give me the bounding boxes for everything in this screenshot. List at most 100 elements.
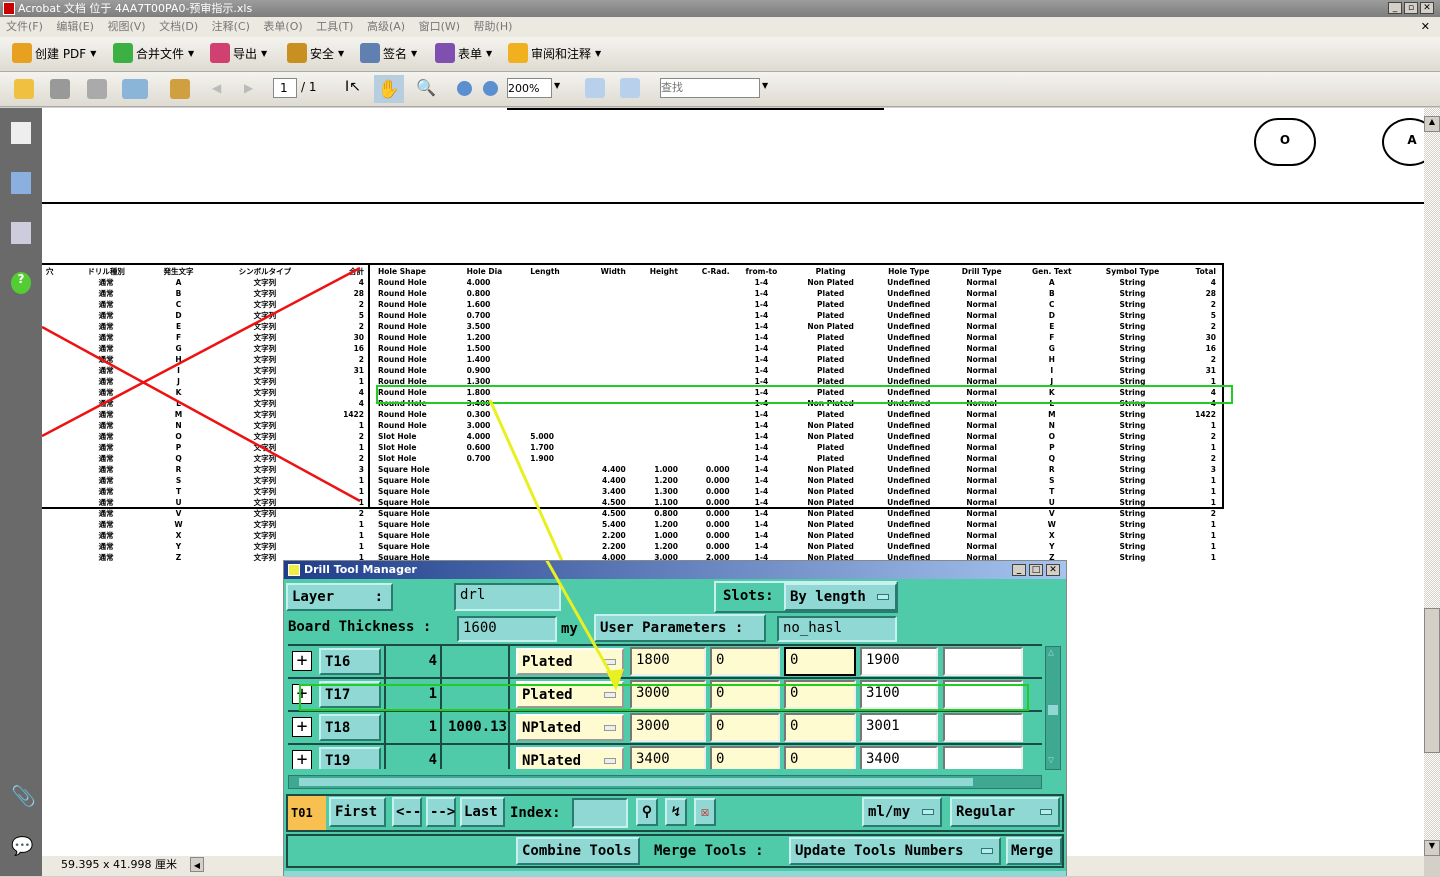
menu-forms[interactable]: 表单(O) bbox=[263, 20, 303, 33]
user-parameters-input[interactable]: no_hasl bbox=[777, 616, 897, 642]
menu-tools[interactable]: 工具(T) bbox=[316, 20, 354, 33]
menu-comments[interactable]: 注释(C) bbox=[211, 20, 250, 33]
restore-button[interactable]: ▫ bbox=[1404, 2, 1418, 14]
menu-window[interactable]: 窗口(W) bbox=[418, 20, 461, 33]
properties-icon[interactable] bbox=[170, 79, 190, 99]
zoom-tool-icon[interactable]: 🔍 bbox=[416, 78, 436, 97]
task-button[interactable]: 创建 PDF ▼ bbox=[12, 43, 96, 63]
scroll-down-icon[interactable]: ▽ bbox=[1048, 755, 1055, 766]
hand-tool-icon[interactable]: ✋ bbox=[374, 75, 404, 103]
dialog-maximize-button[interactable]: □ bbox=[1029, 564, 1043, 576]
tool-value-4[interactable]: 3400 bbox=[860, 746, 938, 769]
plating-dropdown[interactable]: NPlated bbox=[516, 747, 624, 769]
tool-value-1[interactable]: 3000 bbox=[630, 713, 706, 742]
layer-button[interactable]: Layer: bbox=[286, 583, 393, 611]
tool-name-button[interactable]: T19 bbox=[319, 747, 381, 769]
combine-tools-button[interactable]: Combine Tools bbox=[516, 837, 640, 865]
layer-input[interactable]: drl bbox=[454, 583, 561, 611]
signatures-icon[interactable] bbox=[11, 222, 31, 244]
scroll-thumb[interactable] bbox=[1424, 608, 1440, 753]
help-icon[interactable]: ? bbox=[11, 272, 31, 294]
scroll-thumb[interactable] bbox=[1048, 705, 1058, 715]
task-button[interactable]: 合并文件 ▼ bbox=[113, 43, 194, 63]
tool-value-3[interactable]: 0 bbox=[784, 746, 856, 769]
pages-icon[interactable] bbox=[11, 122, 31, 144]
prev-page-icon[interactable]: ◀ bbox=[212, 81, 222, 95]
close-button[interactable]: ✕ bbox=[1420, 2, 1434, 14]
tool-value-4[interactable]: 1900 bbox=[860, 647, 938, 676]
task-button[interactable]: 表单 ▼ bbox=[435, 43, 492, 63]
index-input[interactable] bbox=[572, 798, 628, 828]
menu-document[interactable]: 文档(D) bbox=[159, 20, 199, 33]
zoom-level-input[interactable]: 200% bbox=[507, 78, 552, 98]
doc-close-icon[interactable]: ✕ bbox=[1420, 20, 1430, 33]
next-page-icon[interactable]: ▶ bbox=[244, 81, 254, 95]
tools-vscroll[interactable]: △ ▽ bbox=[1045, 646, 1061, 770]
task-button[interactable]: 导出 ▼ bbox=[210, 43, 267, 63]
board-thickness-input[interactable]: 1600 bbox=[457, 616, 557, 642]
tool-name-button[interactable]: T16 bbox=[319, 648, 381, 675]
scroll-up-icon[interactable]: △ bbox=[1048, 647, 1055, 658]
vertical-scrollbar[interactable]: ▲ ▼ bbox=[1424, 108, 1440, 856]
scroll-down-icon[interactable]: ▼ bbox=[1424, 840, 1440, 856]
units-dropdown[interactable]: ml/my bbox=[862, 797, 942, 827]
scroll-up-icon[interactable]: ▲ bbox=[1424, 116, 1440, 132]
tool-value-3[interactable]: 0 bbox=[784, 647, 856, 676]
plating-dropdown[interactable]: Plated bbox=[516, 648, 624, 675]
merge-button[interactable]: Merge bbox=[1006, 837, 1062, 865]
delete-button[interactable]: ☒ bbox=[694, 798, 716, 826]
merge-option-dropdown[interactable]: Update Tools Numbers bbox=[789, 837, 1001, 865]
comments-icon[interactable]: 💬 bbox=[11, 836, 34, 857]
tool-value-4[interactable]: 3001 bbox=[860, 713, 938, 742]
save-icon[interactable] bbox=[87, 79, 107, 99]
mode-dropdown[interactable]: Regular bbox=[950, 797, 1060, 827]
zoom-dropdown-icon[interactable]: ▼ bbox=[554, 81, 561, 90]
expand-icon[interactable]: + bbox=[292, 750, 312, 769]
tools-hscroll[interactable] bbox=[288, 775, 1042, 789]
prev-button[interactable]: <-- bbox=[392, 797, 422, 827]
email-icon[interactable] bbox=[122, 79, 148, 99]
slots-dropdown[interactable]: By length bbox=[784, 583, 897, 611]
menu-help[interactable]: 帮助(H) bbox=[473, 20, 513, 33]
first-button[interactable]: First bbox=[329, 797, 386, 827]
task-button[interactable]: 签名 ▼ bbox=[360, 43, 417, 63]
zoom-in-icon[interactable] bbox=[483, 81, 498, 96]
minimize-button[interactable]: _ bbox=[1388, 2, 1402, 14]
menu-advanced[interactable]: 高级(A) bbox=[366, 20, 406, 33]
menu-edit[interactable]: 编辑(E) bbox=[56, 20, 94, 33]
open-icon[interactable] bbox=[14, 79, 34, 99]
tool-value-5[interactable] bbox=[943, 746, 1023, 769]
expand-icon[interactable]: + bbox=[292, 717, 312, 737]
refresh-button[interactable]: ↯ bbox=[665, 798, 687, 826]
plating-dropdown[interactable]: NPlated bbox=[516, 714, 624, 741]
tool-value-1[interactable]: 3400 bbox=[630, 746, 706, 769]
task-button[interactable]: 安全 ▼ bbox=[287, 43, 344, 63]
dialog-minimize-button[interactable]: _ bbox=[1012, 564, 1026, 576]
select-tool-icon[interactable]: I↖ bbox=[345, 79, 361, 95]
menu-file[interactable]: 文件(F) bbox=[6, 20, 43, 33]
next-button[interactable]: --> bbox=[426, 797, 456, 827]
search-tool-button[interactable]: ⚲ bbox=[636, 798, 658, 826]
print-icon[interactable] bbox=[50, 79, 70, 99]
user-parameters-button[interactable]: User Parameters : bbox=[594, 614, 766, 642]
expand-icon[interactable]: + bbox=[292, 651, 312, 671]
tool-value-5[interactable] bbox=[943, 647, 1023, 676]
page-number-input[interactable]: 1 bbox=[273, 78, 297, 98]
hscroll-left-icon[interactable]: ◀ bbox=[190, 857, 204, 872]
tool-name-button[interactable]: T18 bbox=[319, 714, 381, 741]
scroll-thumb[interactable] bbox=[299, 778, 973, 786]
dialog-close-button[interactable]: ✕ bbox=[1046, 564, 1060, 576]
task-button[interactable]: 审阅和注释 ▼ bbox=[508, 43, 601, 63]
search-input[interactable] bbox=[660, 78, 760, 98]
tool-value-3[interactable]: 0 bbox=[784, 713, 856, 742]
bookmarks-icon[interactable] bbox=[11, 172, 31, 194]
zoom-out-icon[interactable] bbox=[457, 81, 472, 96]
tool-value-2[interactable]: 0 bbox=[710, 713, 780, 742]
tool-value-5[interactable] bbox=[943, 713, 1023, 742]
fit-width-icon[interactable] bbox=[585, 78, 605, 98]
tool-value-2[interactable]: 0 bbox=[710, 746, 780, 769]
attachments-icon[interactable]: 📎 bbox=[11, 784, 36, 808]
search-dropdown-icon[interactable]: ▼ bbox=[762, 81, 769, 90]
tool-value-1[interactable]: 1800 bbox=[630, 647, 706, 676]
last-button[interactable]: Last bbox=[460, 797, 505, 827]
